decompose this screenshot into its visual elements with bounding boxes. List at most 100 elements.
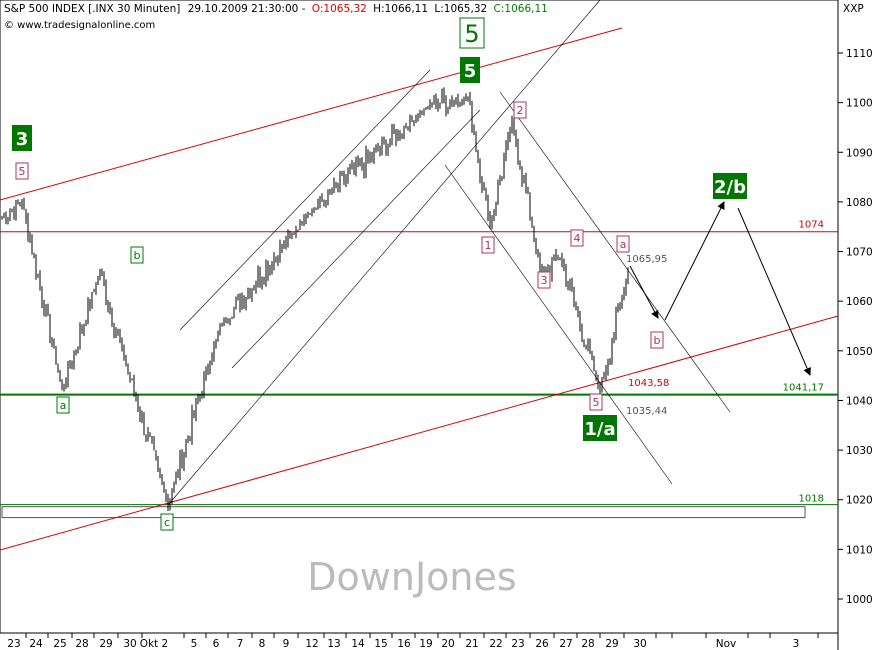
x-tick-label: 26: [535, 638, 549, 650]
level-1018-label: 1018: [799, 494, 824, 505]
wave-label-5-left: 5: [19, 165, 26, 178]
forecast-arrow-down-b: [629, 265, 659, 319]
wave-labels: 1065,95 1043,58 1035,44 3 5 a b c 5 5 1 2 3 4 5 a b 1/a 2/…: [12, 17, 747, 531]
x-tick-label: 16: [397, 638, 411, 650]
rising-channel-upper: [179, 69, 431, 331]
x-tick-label: 23: [7, 638, 20, 650]
wave-label-4-box: [570, 229, 584, 247]
x-tick-label: 15: [374, 638, 387, 650]
y-tick-label: 1030: [846, 445, 873, 457]
rising-channel-outer: [167, 0, 601, 506]
x-tick-label: 9: [283, 638, 290, 650]
price-series: [1, 87, 629, 512]
x-tick-label: 29: [605, 638, 618, 650]
x-tick-label: 25: [53, 638, 66, 650]
wave-label-1: 1: [485, 239, 492, 252]
wave-label-b-box: [130, 246, 144, 264]
wave-label-5-left-box: [15, 162, 29, 180]
x-tick-label: 30: [123, 638, 136, 650]
y-tick-label: 1090: [846, 147, 873, 159]
wave-label-a: a: [60, 399, 67, 412]
x-tick-label: 14: [351, 638, 365, 650]
x-tick-label: 22: [489, 638, 502, 650]
y-tick-label: 1060: [846, 296, 873, 308]
x-tick-label: 5: [191, 638, 198, 650]
wave-label-3: 3: [16, 129, 29, 150]
wave-label-2-box: [513, 101, 527, 119]
forecast-arrow-down-target: [737, 207, 811, 376]
wave-label-a-pink-box: [616, 235, 630, 253]
x-tick-label: 23: [511, 638, 524, 650]
y-axis: 1110 1100 1090 1080 1070 1060 1050 1040 1030 1020…: [838, 48, 873, 606]
x-tick-label: 24: [29, 638, 43, 650]
wave-label-b-pink-box: [650, 331, 664, 349]
x-tick-label: 8: [259, 638, 266, 650]
y-tick-label: 1010: [846, 544, 873, 556]
y-tick-label: 1080: [846, 197, 873, 209]
wave-label-3-pink: 3: [541, 274, 548, 287]
level-1018-zone: [1, 506, 806, 519]
x-tick-label: 19: [419, 638, 432, 650]
corner-label: XXP: [843, 3, 864, 15]
y-tick-label: 1110: [846, 48, 873, 60]
wave-label-4: 4: [574, 232, 581, 245]
x-tick-label: 7: [237, 638, 244, 650]
falling-channel-lower: [444, 164, 673, 485]
header-symbol-text: S&P 500 INDEX [.INX 30 Minuten]: [4, 3, 180, 15]
wave-label-5-outline: 5: [464, 20, 479, 48]
wave-label-2b: 2/b: [714, 177, 746, 198]
wave-label-5-top: 5: [464, 61, 477, 82]
trend-lines: 1074 1041,17 1018: [0, 0, 839, 551]
watermark: DownJones: [307, 555, 516, 599]
wave-label-a-pink: a: [620, 238, 627, 251]
wave-label-3-pink-box: [537, 271, 551, 289]
price-label-1065: 1065,95: [626, 254, 667, 265]
wave-label-c: c: [164, 516, 170, 529]
header-datetime: 29.10.2009 21:30:00 -: [188, 3, 306, 15]
x-tick-label: 27: [559, 638, 572, 650]
y-tick-label: 1070: [846, 247, 873, 259]
y-tick-label: 1020: [846, 495, 873, 507]
x-tick-label: 12: [305, 638, 318, 650]
price-label-1035: 1035,44: [626, 406, 667, 417]
wave-label-2b-box: [713, 173, 747, 199]
forecast-arrow-up-2b: [664, 201, 725, 321]
y-tick-label: 1100: [846, 98, 873, 110]
red-upper-trendline: [0, 27, 623, 201]
wave-label-1-box: [481, 236, 495, 254]
x-tick-label: 30: [633, 638, 646, 650]
wave-label-5-top-box: [460, 57, 480, 83]
source-text: © www.tradesignalonline.com: [4, 20, 155, 31]
wave-label-3-box: [12, 125, 32, 151]
wave-label-b-pink: b: [654, 334, 661, 347]
wave-label-5-pink-box: [589, 393, 603, 411]
x-tick-label: Nov: [716, 638, 737, 650]
wave-label-1a: 1/a: [584, 419, 615, 440]
x-axis: 23 24 25 28 29 30 Okt 2 5 6 7 8 9 12 13 14 15 16 19 20 21 22…: [7, 633, 819, 650]
level-1041-label: 1041,17: [783, 383, 824, 394]
x-tick-label: 28: [75, 638, 88, 650]
price-label-1043: 1043,58: [628, 378, 669, 389]
y-tick-label: 1040: [846, 395, 873, 407]
x-tick-label: 3: [793, 638, 800, 650]
y-tick-label: 1050: [846, 346, 873, 358]
header-high: H:1066,11: [373, 3, 428, 15]
red-lower-trendline: [0, 315, 839, 551]
rising-channel-lower: [231, 109, 481, 369]
wave-label-a-box: [56, 396, 70, 414]
falling-channel-upper: [499, 91, 731, 413]
header-low: L:1065,32: [434, 3, 487, 15]
x-tick-label: Okt 2: [140, 638, 168, 650]
x-tick-label: 13: [327, 638, 340, 650]
wave-label-c-box: [160, 513, 174, 531]
x-tick-label: 21: [465, 638, 478, 650]
x-tick-label: 6: [213, 638, 220, 650]
wave-label-b: b: [134, 249, 141, 262]
wave-label-1a-box: [583, 415, 617, 441]
header-open: O:1065,32: [312, 3, 367, 15]
wave-label-5-pink: 5: [593, 396, 600, 409]
y-tick-label: 1000: [846, 594, 873, 606]
wave-label-5-outline-box: [459, 17, 485, 49]
